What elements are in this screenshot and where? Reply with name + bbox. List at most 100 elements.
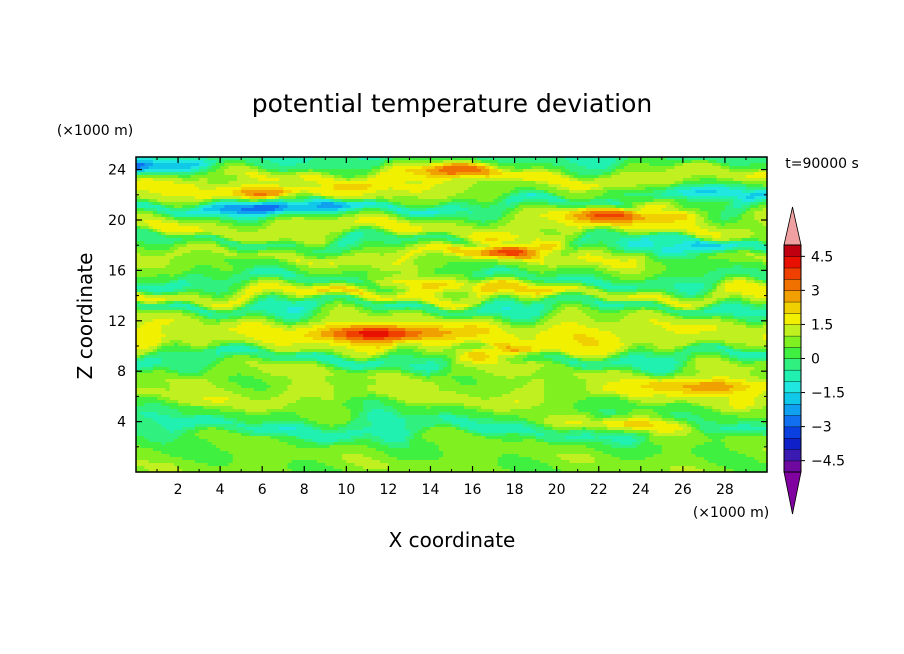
field-cell: [724, 181, 730, 185]
field-cell: [232, 181, 238, 185]
field-cell: [279, 163, 284, 167]
field-cell: [661, 169, 667, 173]
field-cell: [186, 178, 192, 182]
field-cell: [220, 172, 225, 176]
field-cell: [392, 181, 398, 185]
field-cell: [485, 160, 490, 164]
field-cell: [548, 163, 554, 167]
field-cell: [497, 181, 503, 185]
field-cell: [211, 178, 217, 182]
field-cell: [140, 178, 146, 182]
field-cell: [594, 160, 600, 164]
field-cell: [392, 166, 398, 170]
field-cell: [459, 169, 465, 173]
field-cell: [241, 175, 246, 179]
field-cell: [190, 172, 196, 176]
field-cell: [367, 175, 373, 179]
field-cell: [257, 184, 263, 188]
field-cell: [670, 160, 676, 164]
field-cell: [640, 166, 646, 170]
field-cell: [337, 169, 343, 173]
field-cell: [430, 160, 436, 164]
field-cell: [636, 184, 642, 188]
field-cell: [556, 169, 562, 173]
field-cell: [510, 175, 516, 179]
field-cell: [438, 166, 444, 170]
field-cell: [413, 169, 419, 173]
field-cell: [695, 178, 701, 182]
field-cell: [136, 184, 141, 188]
field-cell: [645, 181, 650, 185]
field-cell: [300, 181, 305, 185]
field-cell: [249, 160, 255, 164]
field-cell: [594, 178, 600, 182]
field-cell: [699, 163, 705, 167]
field-cell: [194, 181, 200, 185]
field-cell: [148, 163, 154, 167]
field-cell: [300, 178, 305, 182]
field-cell: [716, 181, 722, 185]
field-cell: [157, 172, 162, 176]
field-cell: [257, 157, 263, 161]
field-cell: [426, 169, 432, 173]
field-cell: [569, 184, 575, 188]
field-cell: [333, 160, 339, 164]
field-cell: [560, 166, 566, 170]
field-cell: [291, 169, 297, 173]
field-cell: [754, 178, 760, 182]
field-cell: [661, 163, 667, 167]
field-cell: [169, 172, 175, 176]
field-cell: [544, 178, 549, 182]
field-cell: [316, 166, 322, 170]
field-cell: [758, 163, 764, 167]
field-cell: [745, 163, 751, 167]
field-cell: [653, 181, 659, 185]
field-cell: [535, 163, 541, 167]
field-cell: [438, 169, 444, 173]
field-cell: [468, 181, 474, 185]
field-cell: [640, 163, 646, 167]
field-cell: [161, 166, 167, 170]
field-cell: [682, 175, 688, 179]
field-cell: [745, 169, 751, 173]
field-cell: [758, 166, 764, 170]
field-cell: [691, 184, 697, 188]
field-cell: [670, 169, 676, 173]
field-cell: [716, 184, 722, 188]
field-cell: [733, 169, 739, 173]
field-cell: [560, 184, 566, 188]
field-cell: [371, 169, 377, 173]
field-cell: [674, 160, 680, 164]
field-cell: [468, 166, 474, 170]
field-cell: [632, 172, 638, 176]
field-cell: [178, 157, 183, 161]
field-cell: [363, 163, 368, 167]
field-cell: [518, 184, 524, 188]
field-cell: [455, 175, 461, 179]
field-cell: [544, 184, 549, 188]
field-cell: [211, 157, 217, 161]
field-cell: [287, 160, 293, 164]
field-cell: [758, 184, 764, 188]
field-cell: [346, 184, 352, 188]
field-cell: [758, 169, 764, 173]
field-cell: [594, 169, 600, 173]
field-cell: [480, 178, 486, 182]
field-cell: [405, 157, 411, 161]
field-cell: [367, 160, 373, 164]
field-cell: [274, 181, 280, 185]
field-cell: [497, 178, 503, 182]
field-cell: [363, 184, 368, 188]
field-cell: [295, 181, 301, 185]
field-cell: [531, 181, 537, 185]
field-cell: [249, 157, 255, 161]
field-cell: [148, 175, 154, 179]
field-cell: [300, 184, 305, 188]
field-cell: [401, 157, 406, 161]
field-cell: [607, 163, 612, 167]
field-cell: [270, 181, 276, 185]
field-cell: [573, 163, 579, 167]
field-cell: [501, 166, 507, 170]
field-cell: [590, 169, 596, 173]
